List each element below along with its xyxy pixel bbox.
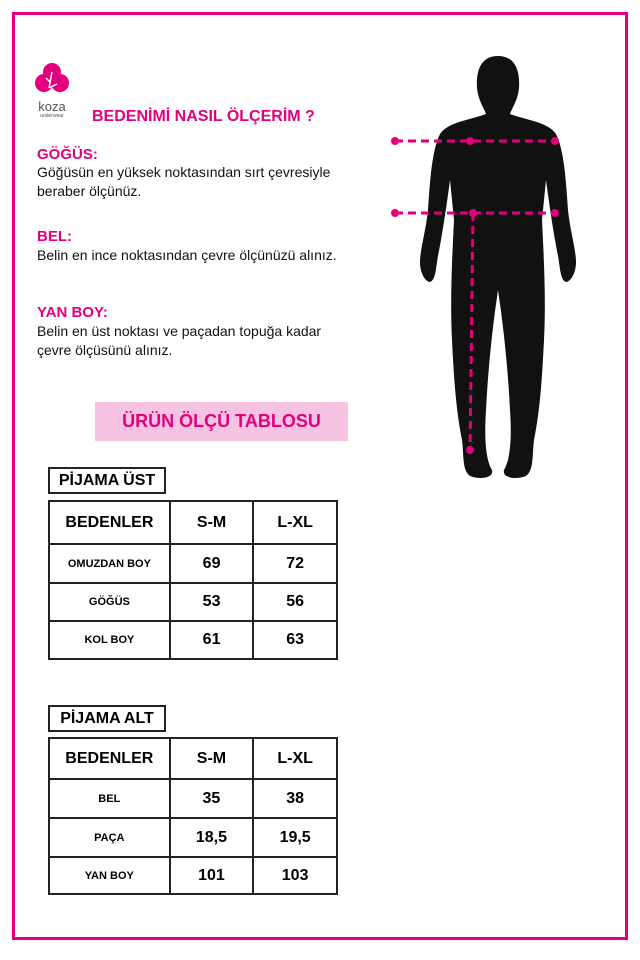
page-title: BEDENİMİ NASIL ÖLÇERİM ? [92,108,315,125]
header-cell: S-M [168,500,255,545]
table-row: OMUZDAN BOY 69 72 [48,543,338,584]
cell: 101 [168,856,255,895]
section-heading-bel: BEL: [37,228,72,245]
text-line: beraber ölçünüz. [37,183,142,199]
cell: 38 [252,778,338,819]
row-label: KOL BOY [48,620,171,660]
header-cell: S-M [168,737,255,780]
cell: 56 [252,582,338,622]
measure-chest-line [391,137,559,145]
size-table-banner: ÜRÜN ÖLÇÜ TABLOSU [95,402,348,441]
section-text-yan-boy: Belin en üst noktası ve paçadan topuğa k… [37,322,321,360]
cell: 53 [168,582,255,622]
cell: 72 [252,543,338,584]
table-row: BEL 35 38 [48,778,338,819]
cell: 63 [252,620,338,660]
table-row: GÖĞÜS 53 56 [48,582,338,622]
header-cell: L-XL [252,500,338,545]
cell: 35 [168,778,255,819]
brand-logo: koza underwear [34,62,70,119]
table-row: PAÇA 18,5 19,5 [48,817,338,858]
text-line: çevre ölçüsünü alınız. [37,342,173,358]
logo-subtext: underwear [40,113,64,119]
size-table-top: BEDENLER S-M L-XL OMUZDAN BOY 69 72 GÖĞÜ… [48,500,338,660]
header-cell: BEDENLER [48,737,171,780]
header-cell: BEDENLER [48,500,171,545]
logo-text: koza [38,99,66,114]
text-line: Göğüsün en yüksek noktasından sırt çevre… [37,164,331,180]
table-row: KOL BOY 61 63 [48,620,338,660]
koza-flower-icon [35,63,69,92]
section-heading-gogus: GÖĞÜS: [37,146,98,163]
table-header-row: BEDENLER S-M L-XL [48,737,338,780]
text-line: Belin en üst noktası ve paçadan topuğa k… [37,323,322,339]
section-text-bel: Belin en ince noktasından çevre ölçünüzü… [37,246,337,265]
cell: 61 [168,620,255,660]
table-title-top: PİJAMA ÜST [48,467,166,494]
table-row: YAN BOY 101 103 [48,856,338,895]
row-label: PAÇA [48,817,171,858]
table-title-bottom: PİJAMA ALT [48,705,166,732]
size-table-bottom: BEDENLER S-M L-XL BEL 35 38 PAÇA 18,5 19… [48,737,338,895]
table-header-row: BEDENLER S-M L-XL [48,500,338,545]
cell: 19,5 [252,817,338,858]
row-label: GÖĞÜS [48,582,171,622]
cell: 18,5 [168,817,255,858]
body-silhouette [420,56,576,478]
body-silhouette-diagram [391,56,576,478]
row-label: BEL [48,778,171,819]
text-line: Belin en ince noktasından çevre ölçünüzü… [37,247,337,263]
header-cell: L-XL [252,737,338,780]
row-label: YAN BOY [48,856,171,895]
cell: 69 [168,543,255,584]
measure-side-length-line [466,212,475,454]
section-text-gogus: Göğüsün en yüksek noktasından sırt çevre… [37,163,330,201]
page-border [12,12,628,940]
row-label: OMUZDAN BOY [48,543,171,584]
cell: 103 [252,856,338,895]
section-heading-yan-boy: YAN BOY: [37,304,108,321]
